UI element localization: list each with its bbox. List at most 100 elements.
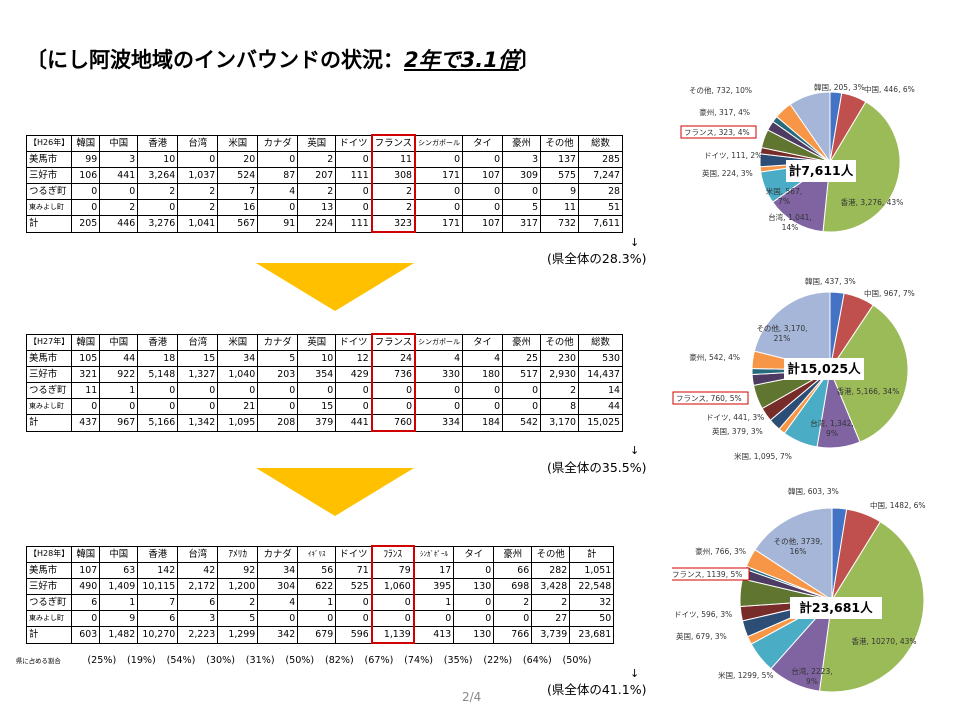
table-cell: 10,115 xyxy=(137,578,179,595)
table-row: 美馬市 105 44 18 15 34 5 10 12 24 4 4 25 230 530 xyxy=(25,350,624,367)
table-cell: 3,170 xyxy=(540,414,580,432)
table-cell: 679 xyxy=(297,626,337,644)
table-cell: 三好市 xyxy=(25,167,73,184)
pie-slice-label: 豪州, 766, 3% xyxy=(695,546,746,556)
pref-note-h27: (県全体の35.5%) xyxy=(547,460,647,475)
table-cell: 732 xyxy=(540,215,580,233)
table-cell: 0 xyxy=(335,610,373,627)
table-header-row: 【H26年】 韓国 中国 香港 台湾 米国 カナダ 英国 ドイツ フランス シンガポール タイ 豪州 その… xyxy=(25,134,624,152)
table-cell: 三好市 xyxy=(25,366,73,383)
table-row: 美馬市 99 3 10 0 20 0 2 0 11 0 0 3 137 285 xyxy=(25,151,624,168)
table-cell: 17 xyxy=(413,562,455,579)
table-cell: 285 xyxy=(578,151,624,168)
table-cell: 171 xyxy=(414,167,464,184)
table-cell: 56 xyxy=(297,562,337,579)
table-cell: 0 xyxy=(453,594,495,611)
table-cell: 107 xyxy=(462,167,504,184)
table-cell: 5 xyxy=(257,350,299,367)
table-cell: 66 xyxy=(493,562,533,579)
table-cell: 3 xyxy=(177,610,219,627)
ratio-value: (30%) xyxy=(206,655,235,666)
table-cell: 1 xyxy=(99,594,139,611)
table-cell: 92 xyxy=(217,562,259,579)
table-cell: 596 xyxy=(335,626,373,644)
table-header-cell: 豪州 xyxy=(493,545,533,563)
table-cell: 395 xyxy=(413,578,455,595)
table-cell: 0 xyxy=(137,382,179,399)
pie-chart-h26: 韓国, 205, 3% 中国, 446, 6% 香港, 3,276, 43% 台湾, … xyxy=(680,82,915,233)
table-cell: つるぎ町 xyxy=(25,183,73,200)
table-cell: 11 xyxy=(370,151,417,168)
table-cell: 2 xyxy=(370,183,417,200)
ratio-value: (50%) xyxy=(562,655,592,666)
table-header-cell: タイ xyxy=(462,333,504,351)
table-cell: 3 xyxy=(502,151,542,168)
table-header-cell: 英国 xyxy=(297,333,337,351)
table-cell: 15,025 xyxy=(578,414,624,432)
table-header-cell: 台湾 xyxy=(177,333,219,351)
table-header-cell: 【H27年】 xyxy=(25,333,73,351)
table-cell: 1 xyxy=(99,382,139,399)
highlight-box xyxy=(672,567,750,581)
table-cell: 11 xyxy=(71,382,101,399)
table-cell: 137 xyxy=(540,151,580,168)
table-cell: 1,200 xyxy=(217,578,259,595)
table-cell: 4 xyxy=(257,183,299,200)
table-cell: 2 xyxy=(177,199,219,216)
pref-note-h28: (県全体の41.1%) xyxy=(547,682,647,697)
table-cell: 0 xyxy=(462,151,504,168)
pie-slice-label: 韓国, 603, 3% xyxy=(788,486,839,496)
table-cell: 1,139 xyxy=(370,626,415,644)
table-cell: 9 xyxy=(99,610,139,627)
table-row: つるぎ町 0 0 2 2 7 4 2 0 2 0 0 0 9 28 xyxy=(25,183,624,200)
table-cell: 2,172 xyxy=(177,578,219,595)
table-cell: 0 xyxy=(502,183,542,200)
table-header-cell: 韓国 xyxy=(71,545,101,563)
table-cell: 0 xyxy=(99,183,139,200)
table-cell: 309 xyxy=(502,167,542,184)
table-cell: 317 xyxy=(502,215,542,233)
pie-slice-label: 台湾, 2223, 9% xyxy=(791,666,832,686)
table-header-cell: 英国 xyxy=(297,134,337,152)
table-header-cell: 豪州 xyxy=(502,134,542,152)
table-cell: 0 xyxy=(177,382,219,399)
pie-slice-label: 韓国, 437, 3% xyxy=(805,276,856,286)
table-cell: 6 xyxy=(177,594,219,611)
pie-slice-label: 台湾, 1,342, 9% xyxy=(810,418,854,438)
table-header-cell: 台湾 xyxy=(177,134,219,152)
table-cell: 207 xyxy=(297,167,337,184)
table-cell: 32 xyxy=(569,594,615,611)
table-cell: 8 xyxy=(540,398,580,415)
table-cell: 107 xyxy=(71,562,101,579)
table-cell: 622 xyxy=(297,578,337,595)
table-cell: 4 xyxy=(462,350,504,367)
pie-slice-label: フランス, 323, 4% xyxy=(684,128,750,137)
table-cell: 11 xyxy=(540,199,580,216)
table-header-cell: ｼﾝｶﾞﾎﾟｰﾙ xyxy=(413,545,455,563)
table-cell: 91 xyxy=(257,215,299,233)
pie-slice xyxy=(753,291,831,371)
pie-slice-label: 英国, 224, 3% xyxy=(702,168,753,178)
pie-slice-label: ドイツ, 111, 2% xyxy=(704,151,762,160)
table-cell: 美馬市 xyxy=(25,350,73,367)
pie-center-label-box xyxy=(784,358,864,380)
pie-slice-label: 韓国, 205, 3% xyxy=(814,82,865,92)
table-header-cell: 総数 xyxy=(578,333,624,351)
table-h26: 【H26年】 韓国 中国 香港 台湾 米国 カナダ 英国 ドイツ フランス シンガポール タイ 豪州 その… xyxy=(25,134,624,233)
pref-arrow-icon: ↓ xyxy=(630,444,640,457)
table-cell: 698 xyxy=(493,578,533,595)
table-cell: 10 xyxy=(137,151,179,168)
ratio-value: (31%) xyxy=(245,655,275,666)
table-cell: 5 xyxy=(502,199,542,216)
table-cell: 0 xyxy=(71,398,101,415)
table-cell: 22,548 xyxy=(569,578,615,595)
table-header-cell: フランス xyxy=(370,333,417,351)
table-cell: 334 xyxy=(414,414,464,432)
table-header-cell: ドイツ xyxy=(335,134,373,152)
title-close: 〕 xyxy=(518,48,540,72)
table-cell: 44 xyxy=(99,350,139,367)
table-cell: 2,223 xyxy=(177,626,219,644)
table-cell: 1 xyxy=(297,594,337,611)
table-cell: 441 xyxy=(99,167,139,184)
pref-note-h26: (県全体の28.3%) xyxy=(547,251,647,266)
